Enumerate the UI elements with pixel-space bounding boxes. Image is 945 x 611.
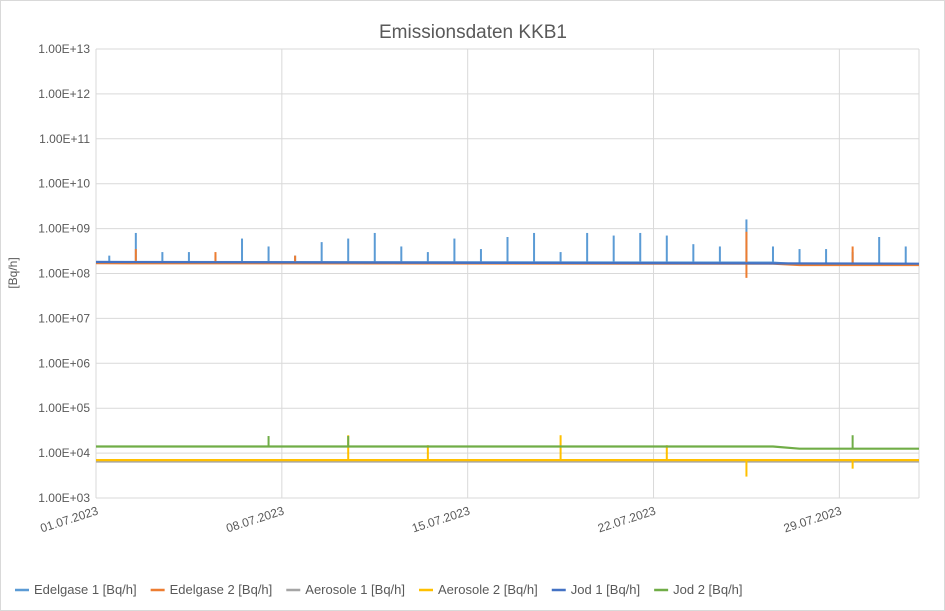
y-tick-label: 1.00E+08 xyxy=(38,267,90,281)
series-line xyxy=(95,260,920,265)
y-tick-label: 1.00E+04 xyxy=(38,446,90,460)
x-axis-ticks: 01.07.2023 08.07.2023 15.07.2023 22.07.2023… xyxy=(38,503,843,535)
legend-label: Jod 2 [Bq/h] xyxy=(673,582,742,597)
y-axis-ticks: 1.00E+03 1.00E+04 1.00E+05 1.00E+06 1.00E+07… xyxy=(38,42,90,505)
y-tick-label: 1.00E+12 xyxy=(38,87,90,101)
y-tick-label: 1.00E+11 xyxy=(39,132,90,146)
y-axis-label: [Bq/h] xyxy=(6,257,20,288)
legend-label: Aerosole 2 [Bq/h] xyxy=(438,582,538,597)
x-tick-label: 22.07.2023 xyxy=(596,503,658,535)
y-tick-label: 1.00E+10 xyxy=(38,177,90,191)
y-tick-label: 1.00E+09 xyxy=(38,222,90,236)
y-tick-label: 1.00E+13 xyxy=(38,42,90,56)
series-line xyxy=(96,445,919,450)
chart-title: Emissionsdaten KKB1 xyxy=(379,22,567,43)
x-tick-label: 15.07.2023 xyxy=(410,503,472,535)
legend-label: Aerosole 1 [Bq/h] xyxy=(305,582,405,597)
x-tick-label: 01.07.2023 xyxy=(38,503,100,535)
legend-label: Edelgase 1 [Bq/h] xyxy=(34,582,137,597)
legend: Edelgase 1 [Bq/h] Edelgase 2 [Bq/h] Aeroso… xyxy=(15,582,743,597)
y-tick-label: 1.00E+06 xyxy=(38,356,90,370)
legend-label: Edelgase 2 [Bq/h] xyxy=(170,582,273,597)
y-tick-label: 1.00E+05 xyxy=(38,401,90,415)
grid-layer xyxy=(95,48,920,499)
y-tick-label: 1.00E+07 xyxy=(38,311,90,325)
y-tick-label: 1.00E+03 xyxy=(38,491,90,505)
x-tick-label: 29.07.2023 xyxy=(782,503,844,535)
legend-label: Jod 1 [Bq/h] xyxy=(571,582,640,597)
series-layer xyxy=(95,219,920,477)
x-tick-label: 08.07.2023 xyxy=(224,503,286,535)
